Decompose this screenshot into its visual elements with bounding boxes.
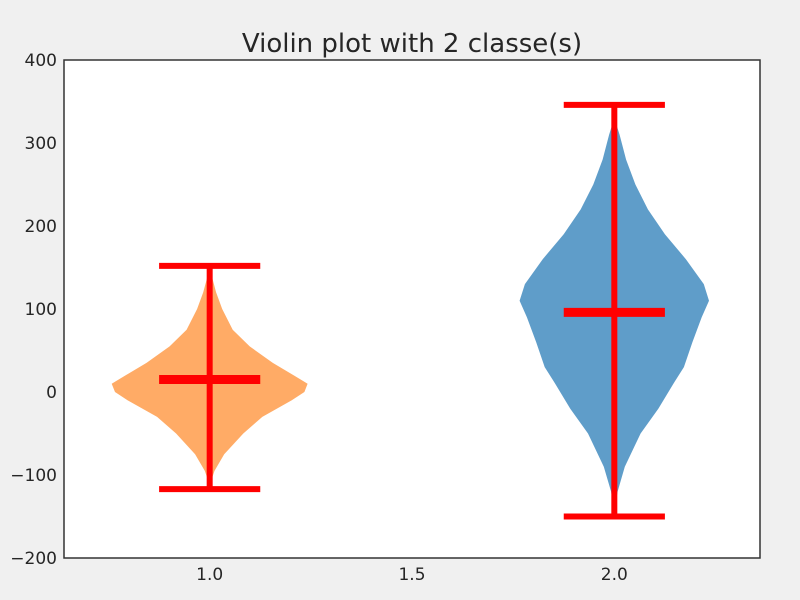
y-tick-label: −100 [10,466,57,486]
y-tick-label: 300 [25,134,57,154]
x-tick-label: 1.5 [398,565,425,585]
y-tick-label: 400 [25,51,57,71]
chart-title: Violin plot with 2 classe(s) [242,29,582,59]
x-axis: 1.0 1.5 2.0 [196,565,628,585]
y-tick-label: 0 [46,383,57,403]
y-tick-label: −200 [10,549,57,569]
x-tick-label: 2.0 [601,565,628,585]
y-tick-label: 100 [25,300,57,320]
y-axis: −200 −100 0 100 200 300 400 [10,51,57,569]
plot-frame [63,59,761,559]
y-tick-label: 200 [25,217,57,237]
x-tick-label: 1.0 [196,565,223,585]
markers-layer [159,101,665,520]
